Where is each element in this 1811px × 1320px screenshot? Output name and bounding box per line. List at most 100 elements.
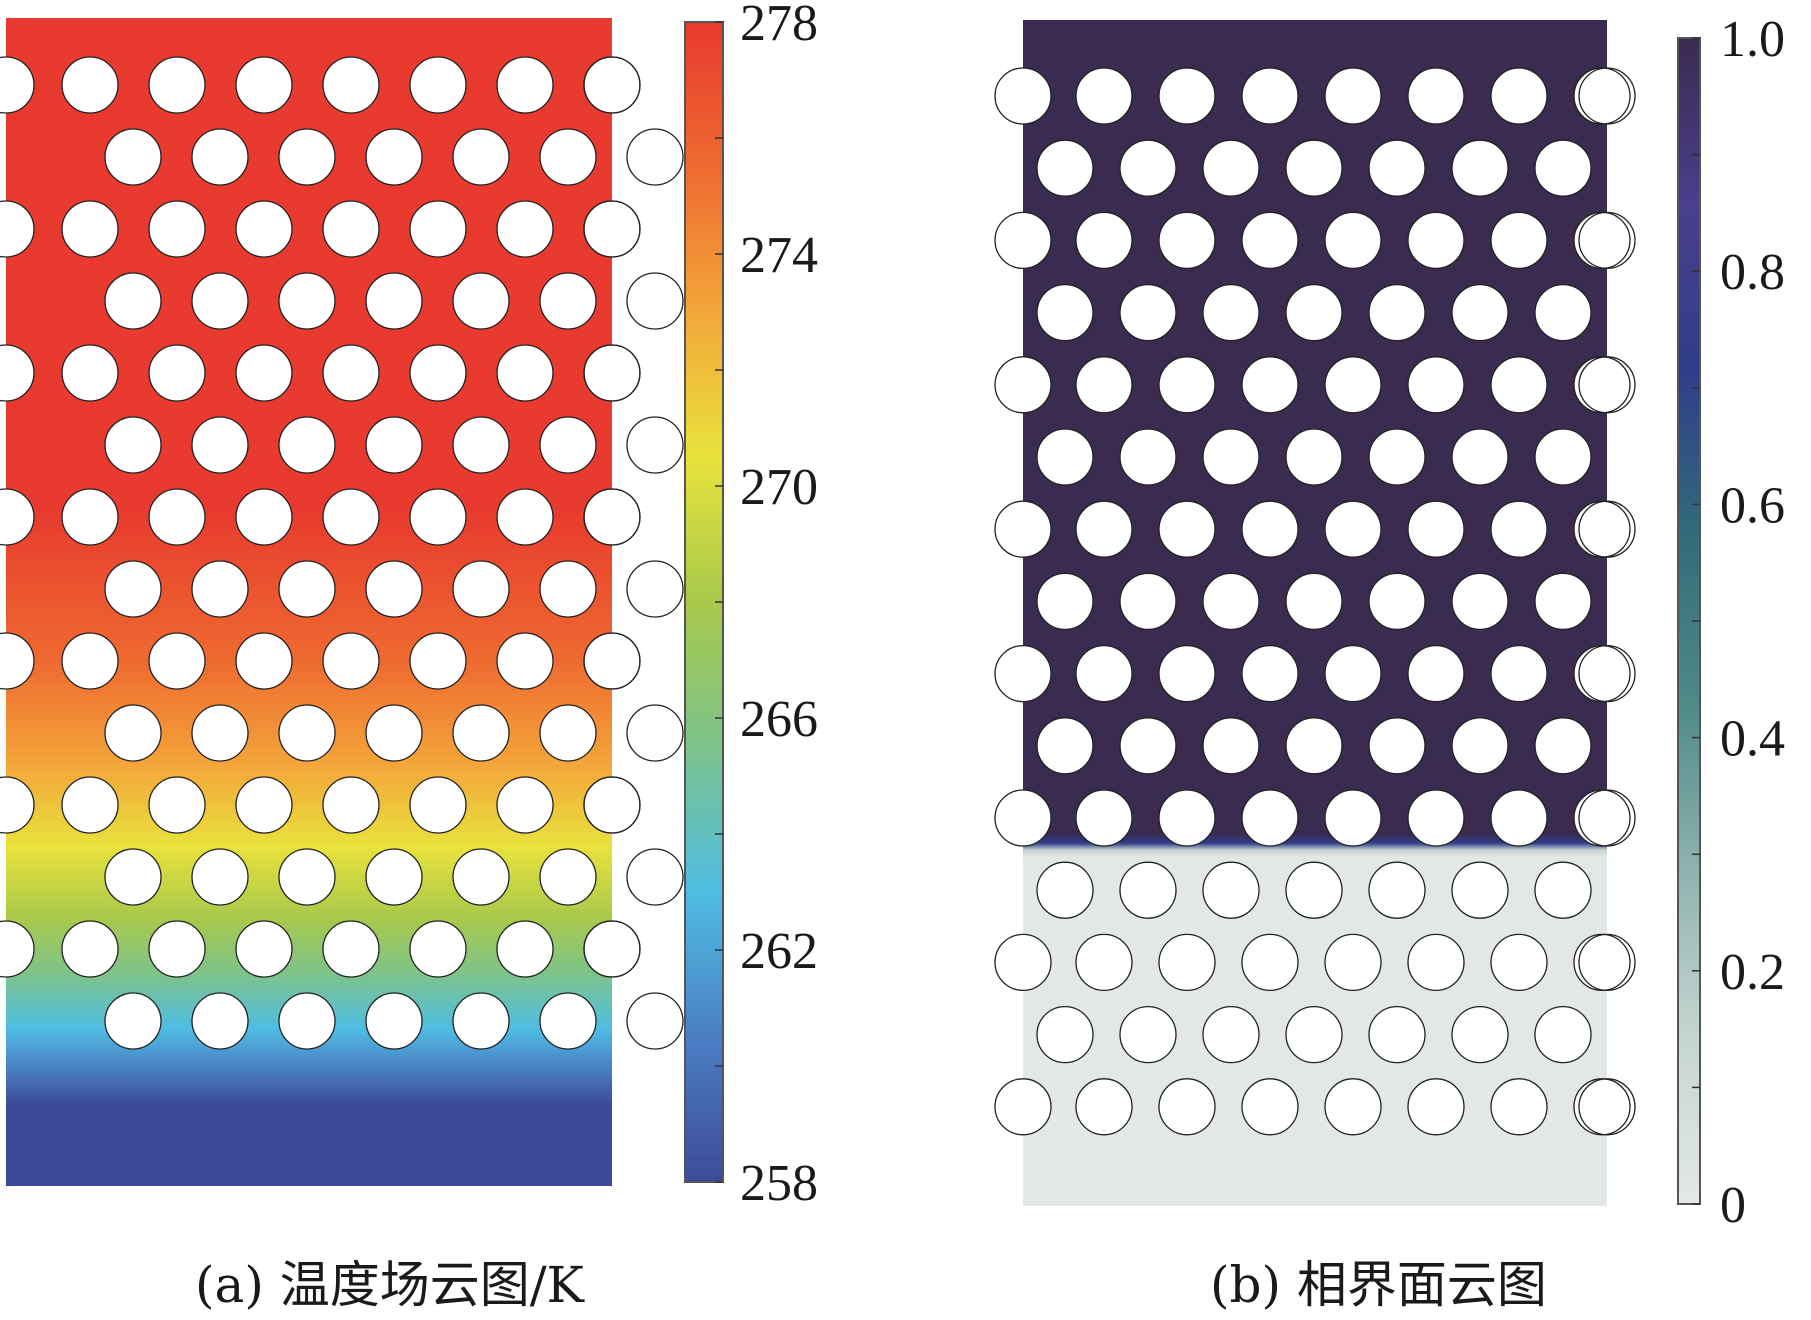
hole-outlines-b xyxy=(994,67,1636,1136)
panel-a-hole xyxy=(191,560,249,618)
panel-a-hole xyxy=(322,200,380,258)
panel-a-hole xyxy=(365,416,423,474)
panel-b-hole xyxy=(1285,717,1343,775)
panel-b-hole xyxy=(1075,1078,1133,1136)
panel-a-hole xyxy=(539,416,597,474)
panel-a-hole xyxy=(409,632,467,690)
panel-a-hole xyxy=(322,632,380,690)
panel-a-hole xyxy=(365,272,423,330)
panel-b-hole xyxy=(1578,789,1636,847)
panel-b-hole xyxy=(1158,789,1216,847)
panel-b: 1.0 0.8 0.6 0.4 0.2 0 (b) 相界面云图 xyxy=(994,11,1785,1314)
panel-a-hole xyxy=(626,416,684,474)
panel-b-hole xyxy=(1285,428,1343,486)
panel-a-hole xyxy=(583,488,641,546)
panel-a-hole xyxy=(235,56,293,114)
panel-b-hole xyxy=(1368,572,1426,631)
panel-b-hole xyxy=(1578,500,1636,558)
panel-b-hole xyxy=(1578,1078,1636,1136)
panel-a-hole xyxy=(365,128,423,186)
panel-b-hole xyxy=(1036,861,1094,919)
panel-b-hole xyxy=(1075,356,1133,414)
panel-b-hole xyxy=(1075,789,1133,847)
colorbar-b-tick-label: 0.2 xyxy=(1720,944,1785,1001)
panel-b-hole xyxy=(1075,67,1133,125)
panel-b-hole xyxy=(1119,861,1177,919)
panel-a-hole xyxy=(409,488,467,546)
panel-b-hole xyxy=(1451,717,1509,775)
panel-b-hole xyxy=(1075,933,1133,992)
panel-b-hole xyxy=(1075,644,1133,703)
panel-a-hole xyxy=(104,560,162,618)
panel-b-hole xyxy=(1324,356,1382,414)
panel-b-hole xyxy=(1451,139,1509,197)
panel-b-hole xyxy=(1490,1078,1548,1136)
panel-b-hole xyxy=(1119,572,1177,631)
panel-a-hole xyxy=(626,272,684,330)
panel-b-hole xyxy=(1241,67,1299,125)
colorbar-b: 1.0 0.8 0.6 0.4 0.2 0 xyxy=(1677,11,1785,1234)
panel-b-hole xyxy=(1490,211,1548,270)
panel-b-hole xyxy=(1158,67,1216,125)
panel-b-hole xyxy=(1490,789,1548,847)
panel-b-hole xyxy=(1407,356,1465,414)
panel-a-hole xyxy=(235,344,293,402)
panel-a-hole xyxy=(583,200,641,258)
panel-b-hole xyxy=(1202,717,1260,775)
panel-a-hole xyxy=(452,848,510,906)
panel-b-hole xyxy=(1241,211,1299,270)
panel-b-hole xyxy=(1285,861,1343,919)
panel-a-hole xyxy=(539,992,597,1050)
panel-a-hole xyxy=(148,344,206,402)
panel-b-hole xyxy=(1451,1005,1509,1064)
panel-a-hole xyxy=(104,272,162,330)
panel-b-hole xyxy=(1285,572,1343,631)
panel-b-hole xyxy=(1490,67,1548,125)
panel-a-hole xyxy=(322,776,380,834)
panel-a-hole xyxy=(61,632,119,690)
colorbar-a: 278 274 270 266 262 258 xyxy=(684,0,818,1212)
panel-b-hole xyxy=(994,356,1052,414)
panel-a-hole xyxy=(409,776,467,834)
caption-a: (a) 温度场云图/K xyxy=(195,1256,586,1314)
panel-a-hole xyxy=(104,128,162,186)
panel-a-hole xyxy=(452,272,510,330)
panel-b-hole xyxy=(1578,211,1636,270)
panel-b-hole xyxy=(1407,211,1465,270)
temperature-field xyxy=(6,18,612,1186)
panel-b-hole xyxy=(1534,139,1592,197)
panel-a-hole xyxy=(235,488,293,546)
panel-a-hole xyxy=(278,848,336,906)
panel-b-hole xyxy=(1324,644,1382,703)
panel-a-hole xyxy=(148,776,206,834)
panel-a-hole xyxy=(496,200,554,258)
panel-b-hole xyxy=(994,644,1052,703)
panel-b-hole xyxy=(1202,1005,1260,1064)
panel-b-hole xyxy=(1241,1078,1299,1136)
panel-b-hole xyxy=(1158,933,1216,992)
panel-b-hole xyxy=(1578,356,1636,414)
panel-b-hole xyxy=(1534,1005,1592,1064)
panel-a-hole xyxy=(278,992,336,1050)
panel-b-hole xyxy=(1451,861,1509,919)
panel-a-hole xyxy=(0,488,35,546)
panel-a-hole xyxy=(0,56,35,114)
caption-b: (b) 相界面云图 xyxy=(1210,1256,1547,1314)
panel-a-hole xyxy=(148,56,206,114)
panel-a-hole xyxy=(365,992,423,1050)
panel-a-hole xyxy=(626,560,684,618)
panel-a-hole xyxy=(104,416,162,474)
panel-a-hole xyxy=(61,776,119,834)
panel-a-hole xyxy=(539,848,597,906)
panel-b-hole xyxy=(1202,572,1260,631)
panel-b-hole xyxy=(1534,717,1592,775)
panel-a-hole xyxy=(278,272,336,330)
panel-a-hole xyxy=(61,56,119,114)
panel-a-hole xyxy=(409,56,467,114)
panel-b-hole xyxy=(1036,717,1094,775)
panel-b-hole xyxy=(1490,356,1548,414)
panel-b-hole xyxy=(1075,211,1133,270)
panel-a-hole xyxy=(583,776,641,834)
panel-b-hole xyxy=(994,1078,1052,1136)
panel-b-hole xyxy=(1241,644,1299,703)
